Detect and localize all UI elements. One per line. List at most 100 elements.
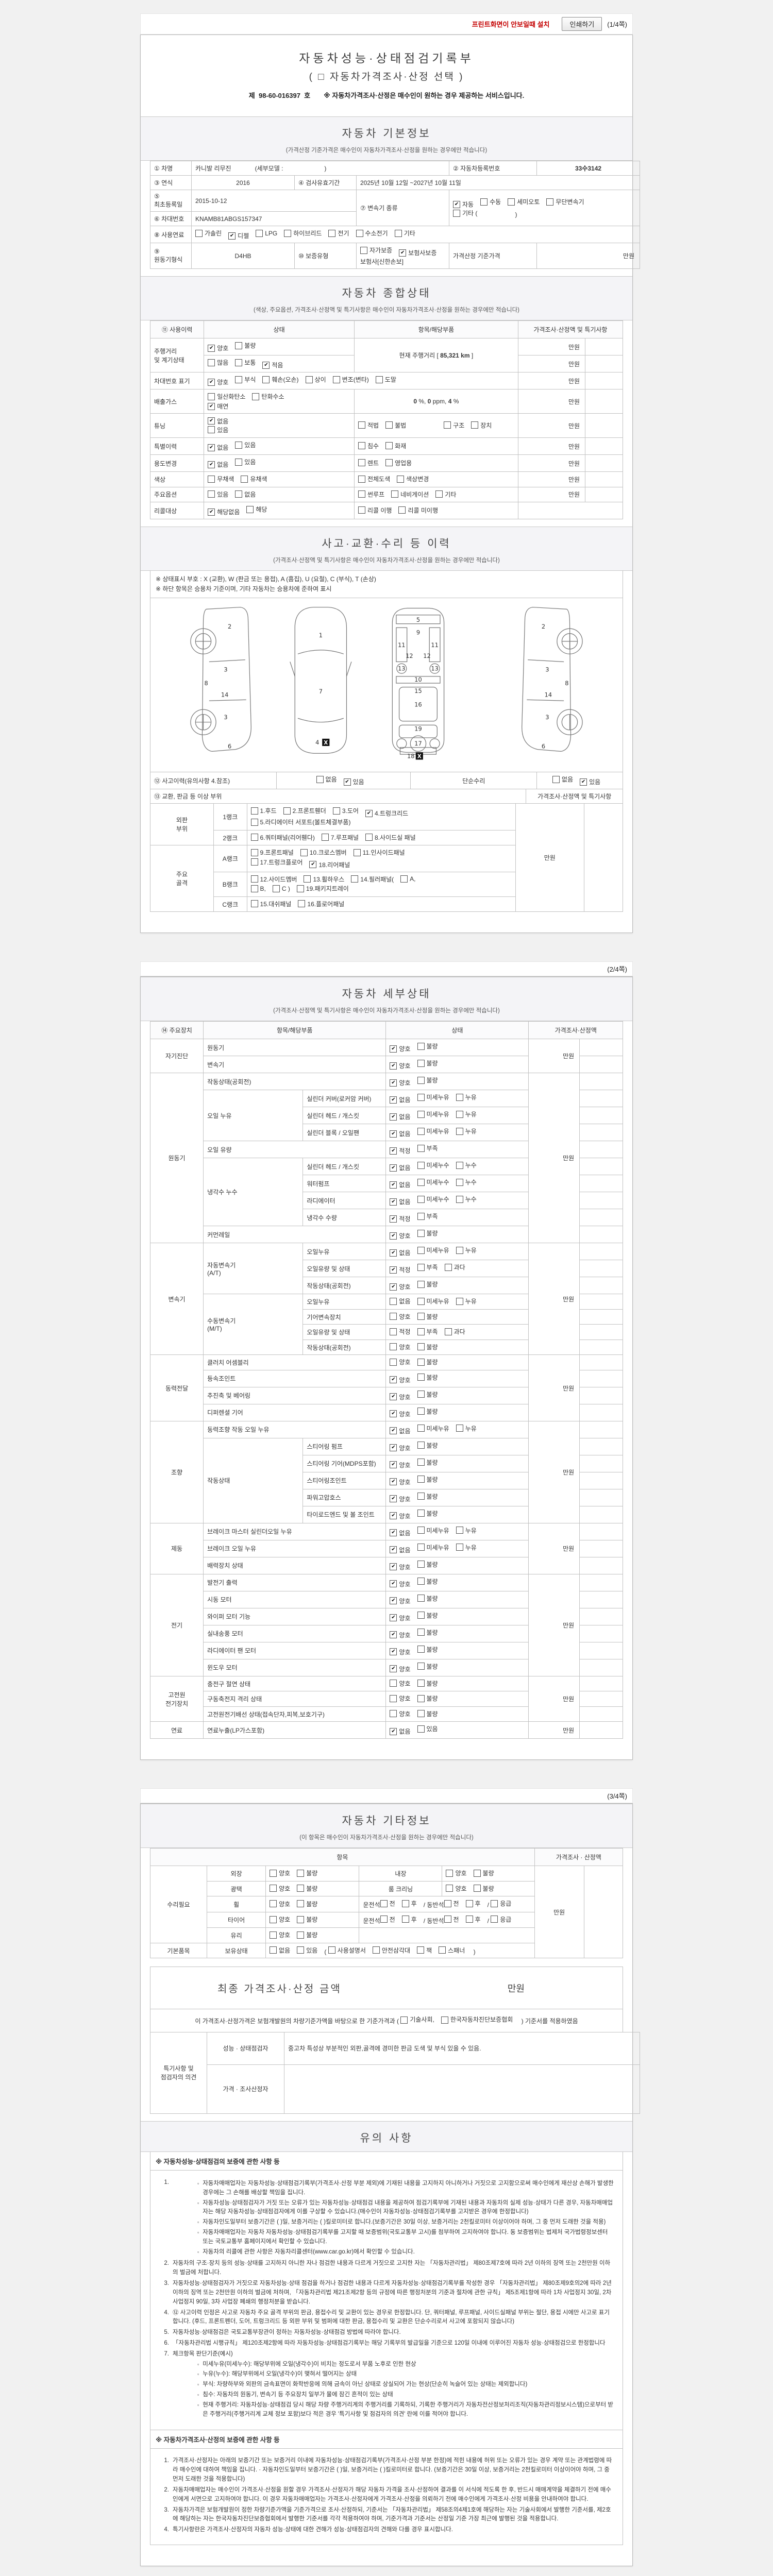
cell: 만원 (517, 413, 586, 438)
caution-item: 4. ⑫ 사고이력 인정은 사고로 자동차 주요 골격 부위의 판금, 용접수리 … (164, 2309, 610, 2325)
cell (579, 1309, 623, 1325)
checkbox-checked: ✔ 없음 (390, 1727, 411, 1736)
checkbox-unchecked: 3.도어 (332, 806, 359, 815)
cell (579, 1339, 623, 1355)
panel-rank-table: 외판 부위 1랭크 1.후드 2.프론트휀더 3.도어 ✔ 4.트렁크리드 5.라디에이터 서포… (150, 803, 624, 912)
cell: 성능 · 상태점검자 (207, 2031, 284, 2065)
cell: 만원 (536, 243, 641, 269)
cell: 변속기 (149, 1243, 204, 1355)
cell: ✔ 없음 미세누유 누유 (385, 1243, 529, 1261)
cell: 9.프론트패널 10.크로스멤버 11.인사이드패널 17.트렁크플로어 ✔ 18.리어패… (246, 845, 516, 872)
checkbox-checked: ✔ 양호 (390, 1410, 411, 1418)
cell (579, 1386, 623, 1404)
checkbox-unchecked: 후 (401, 1915, 417, 1924)
cell: 오일누유 (303, 1243, 386, 1261)
checkbox-checked: ✔ 양호 (208, 344, 228, 352)
cell: 오일 유량 (203, 1141, 386, 1159)
cell: 가격산정 기준가격 (449, 243, 537, 269)
svg-text:10: 10 (414, 676, 422, 684)
cell: 배력장치 상태 (203, 1556, 386, 1574)
checkbox-unchecked: 안전삼각대 (372, 1946, 410, 1955)
cell: 양호 불량 (385, 1339, 529, 1355)
checkbox-unchecked: 보통 (235, 358, 256, 367)
cell: 유리 (207, 1927, 266, 1943)
cell: 양호 불량 (265, 1911, 360, 1928)
cell (579, 1471, 623, 1489)
cell (585, 338, 623, 355)
svg-text:3: 3 (545, 714, 549, 721)
cell: ✔ 없음 미세누수 누수 (385, 1175, 529, 1193)
install-notice[interactable]: 프린트화면이 안보일때 설치 (472, 21, 550, 28)
cell: 특별이력 (149, 437, 205, 455)
checkbox-unchecked: 많음 (208, 358, 228, 367)
cell: 클러치 어셈블리 (203, 1354, 386, 1370)
cell: 양호 불량 (442, 1880, 535, 1897)
cell: ③ 연식 (150, 175, 192, 190)
checkbox-unchecked: 과다 (444, 1263, 465, 1272)
cell: ✔ 양호 불량 (385, 1590, 529, 1608)
svg-text:12: 12 (406, 652, 413, 659)
cell: 만원 (528, 1721, 580, 1739)
cell: 카니발 리무진 (세부모델 :) (191, 161, 450, 176)
checkbox-unchecked: 불량 (297, 1900, 317, 1908)
checkbox-unchecked: 불량 (417, 1560, 438, 1569)
cell: ⑫ 사고이력(유의사항 4.참조) (150, 772, 277, 790)
checkbox-unchecked: 불량 (297, 1915, 317, 1924)
checkbox-checked: ✔ 없음 (390, 1129, 411, 1138)
checkbox-checked: ✔ 적음 (262, 361, 283, 369)
cell: 만원 (517, 372, 586, 389)
checkbox-unchecked: 전 (380, 1899, 395, 1908)
checkbox-unchecked: 6.쿼터패널(리어휀다) (250, 833, 315, 842)
cell: ① 차명 (150, 161, 192, 176)
cell: 브레이크 마스터 실린더오일 누유 (203, 1522, 386, 1540)
cell: ② 자동차등록번호 (449, 161, 537, 176)
checkbox-unchecked: 적법 (358, 421, 379, 430)
cell (579, 1641, 623, 1659)
price-basis-line: 이 가격조사·산정가격은 보험개발원의 차량기준가액을 바탕으로 한 기준가격과… (150, 2009, 623, 2032)
cell: 전체도색 색상변경 (354, 471, 518, 487)
cell (579, 1192, 623, 1210)
cell: A랭크 (213, 845, 247, 872)
cell (585, 372, 623, 389)
checkbox-unchecked: 불량 (417, 1577, 438, 1586)
checkbox-unchecked: 기술사회, (400, 2014, 434, 2025)
checkbox-unchecked: 1.후드 (250, 806, 277, 815)
checkbox-unchecked: 썬루프 (358, 490, 384, 499)
cell: 휠 (207, 1896, 266, 1912)
cell: 만원 (528, 1243, 580, 1355)
checkbox-unchecked: 미세누수 (417, 1195, 449, 1204)
checkbox-unchecked: 부식 (235, 375, 256, 384)
cell: 오일유량 및 상태 (303, 1324, 386, 1340)
cell (579, 1607, 623, 1625)
checkbox-checked: ✔ 양호 (390, 1648, 411, 1656)
checkbox-checked: ✔ 양호 (390, 1563, 411, 1571)
caution-item: 3. 자동차가격은 보험개발원이 정한 차량기준가액을 기준가격으로 조사·산정하… (164, 2506, 611, 2522)
checkbox-unchecked: 없음 (316, 775, 337, 784)
cell: 오일유량 및 상태 (303, 1260, 386, 1278)
checkbox-unchecked: 불량 (417, 1679, 438, 1688)
cell (585, 471, 623, 487)
cell (585, 454, 623, 472)
cell (579, 1675, 623, 1692)
cell (585, 413, 623, 438)
cell: ✔ 양호 불량 (385, 1039, 529, 1057)
cell: 기어변속장치 (303, 1309, 386, 1325)
checkbox-unchecked: 전체도색 (358, 474, 390, 483)
cell: 튜닝 (149, 413, 205, 438)
checkbox-unchecked: 불량 (417, 1059, 438, 1067)
checkbox-unchecked: 5.라디에이터 서포트(볼트체결부품) (250, 818, 350, 826)
inspector-opinion-table: 특기사항 및 점검자의 의견 성능 · 상태점검자 중고차 특성상 부분적인 외판,골… (150, 2031, 640, 2114)
cell: 충전구 절연 상태 (203, 1675, 386, 1692)
section-caution-header: 유의 사항 (141, 2121, 632, 2152)
svg-text:13: 13 (431, 665, 438, 672)
caution-item: 6. 「자동차관리법 시행규칙」 제120조제2항에 따라 자동차성능·상태점검기… (164, 2340, 606, 2346)
checkbox-checked: ✔ 양호 (390, 1044, 411, 1053)
cell: 리콜 이행 리콜 미이행 (354, 502, 518, 519)
print-button[interactable]: 인쇄하기 (562, 17, 602, 31)
cell (579, 1107, 623, 1125)
cell: 만원 (528, 1420, 580, 1523)
checkbox-unchecked: 누유 (456, 1526, 477, 1535)
checkbox-unchecked: 불량 (417, 1407, 438, 1416)
cell (579, 1056, 623, 1074)
caution-b-body: 1. 가격조사·산정자는 아래의 보증기간 또는 보증거리 이내에 자동차성능·상… (150, 2449, 623, 2545)
